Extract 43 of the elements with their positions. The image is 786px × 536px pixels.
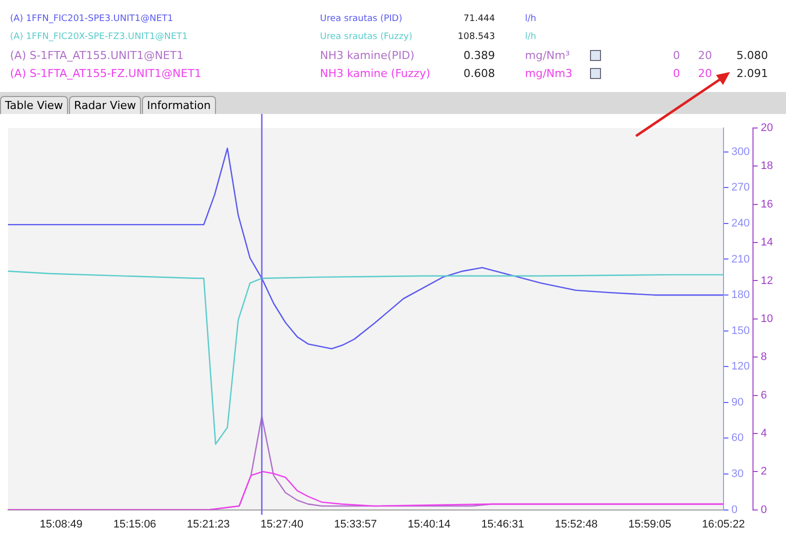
text: (A) 1FFN_FIC20X-SPE-FZ3.UNIT1@NET1 (10, 32, 188, 42)
text: Table View (0, 96, 68, 114)
y-tick-label: 300 (731, 146, 750, 158)
y2-tick-label: 18 (760, 160, 774, 172)
y-tick-label: 90 (731, 396, 744, 408)
x-tick-label: 15:15:06 (113, 518, 156, 530)
y-tick-label: 210 (731, 253, 750, 266)
y-tick-label: 180 (731, 289, 750, 302)
text: Information (142, 96, 216, 114)
x-tick-label: 15:21:23 (186, 518, 230, 530)
y2-tick-label: 16 (760, 198, 774, 210)
y-tick-label: 30 (731, 468, 744, 480)
y-tick-label: 270 (731, 182, 750, 194)
text: (A) S-1FTA_AT155-FZ.UNIT1@NET1 (10, 66, 202, 80)
y2-tick-label: 12 (760, 274, 774, 287)
x-tick-label: 16:05:22 (702, 518, 745, 530)
text: Urea srautas (Fuzzy) 108.543 l/h (320, 32, 536, 42)
y2-tick-label: 6 (760, 389, 767, 402)
y-tick-label: 0 (731, 504, 738, 516)
y-tick-label: 150 (731, 324, 750, 337)
x-tick-label: 15:52:48 (554, 518, 598, 530)
y2-tick-label: 20 (760, 122, 774, 134)
y2-tick-label: 0 (760, 504, 767, 516)
text: Urea srautas (PID) 71.444 l/h (320, 14, 536, 24)
y-tick-label: 60 (731, 432, 744, 444)
y2-tick-label: 2 (760, 466, 767, 478)
x-tick-label: 15:33:57 (334, 518, 377, 530)
y2-tick-label: 14 (760, 236, 774, 249)
text: (A) S-1FTA_AT155.UNIT1@NET1 (10, 48, 184, 62)
x-tick-label: 15:59:05 (628, 518, 672, 530)
y2-tick-label: 8 (760, 351, 767, 364)
y2-tick-label: 10 (760, 312, 774, 325)
x-tick-label: 15:40:14 (408, 518, 451, 530)
y2-tick-label: 4 (760, 427, 767, 440)
x-tick-label: 15:46:31 (481, 518, 524, 530)
y-tick-label: 120 (731, 360, 750, 373)
text: NH3 kamine (Fuzzy) 0.608 mg/Nm3 0 20 2.091 (320, 66, 768, 80)
text: NH3 kamine(PID) 0.389 mg/Nm³ 0 20 5.080 (320, 48, 768, 62)
text: Radar View (69, 96, 142, 114)
text: (A) 1FFN_FIC201-SPE3.UNIT1@NET1 (10, 14, 174, 24)
x-tick-label: 15:08:49 (40, 518, 83, 530)
y-tick-label: 240 (731, 217, 750, 230)
x-tick-label: 15:27:40 (260, 518, 304, 530)
